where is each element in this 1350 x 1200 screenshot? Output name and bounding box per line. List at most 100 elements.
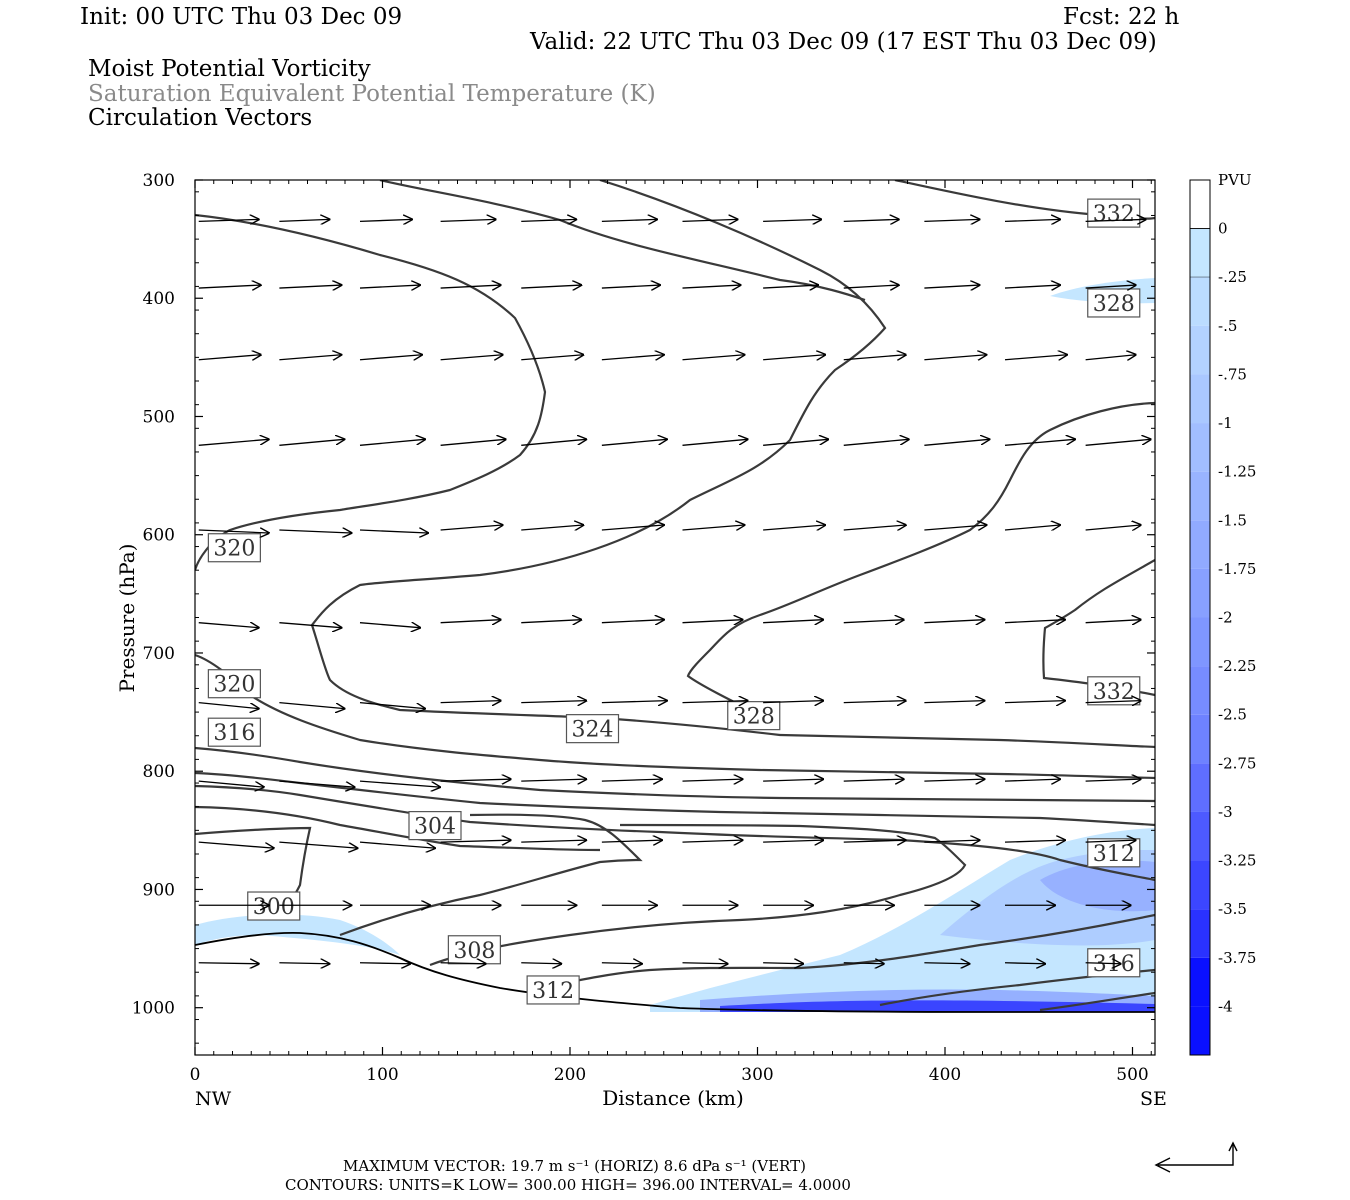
vector-arrow	[521, 840, 586, 842]
vector-arrow	[1004, 355, 1067, 360]
contour-328-upper	[310, 180, 1155, 749]
colorbar-label: -3.25	[1218, 852, 1256, 870]
colorbar-label: -.75	[1218, 365, 1247, 383]
vector-arrow	[198, 623, 259, 628]
vector-arrow	[1004, 439, 1075, 446]
vector-arrow	[601, 779, 662, 781]
vector-arrow	[359, 841, 435, 848]
vector-arrow	[1085, 525, 1141, 530]
colorbar-label: -1.5	[1218, 511, 1247, 529]
vector-arrow	[601, 525, 664, 530]
colorbar-label: -2	[1218, 609, 1233, 627]
colorbar-title: PVU	[1218, 171, 1252, 189]
x-tick-label: 100	[366, 1065, 398, 1085]
contour-316	[195, 746, 1155, 803]
x-tick-label: 400	[929, 1065, 961, 1085]
vector-arrow	[1085, 620, 1141, 623]
vector-arrow	[682, 525, 745, 530]
vector-arrow	[601, 285, 660, 288]
colorbar-label: -1.75	[1218, 560, 1256, 578]
x-axis-title: Distance (km)	[602, 1086, 744, 1110]
vector-arrow	[279, 219, 329, 221]
y-axis: 300 400 500 600 700 800 900 1000	[132, 171, 1155, 1044]
vector-arrow	[682, 219, 738, 221]
x-tick-label: 0	[190, 1065, 201, 1085]
contour-304	[195, 805, 601, 852]
colorbar-label: -.25	[1218, 268, 1247, 286]
contour-label: 312	[526, 975, 580, 1005]
vector-arrow	[682, 701, 748, 703]
vector-arrow	[359, 439, 425, 446]
vector-arrow	[924, 285, 979, 288]
vector-arrow	[1004, 285, 1060, 288]
vector-arrow	[521, 355, 583, 360]
vector-arrow	[521, 963, 561, 964]
vector-arrow	[763, 840, 823, 842]
colorbar-block	[1190, 568, 1210, 618]
colorbar-block	[1190, 520, 1210, 569]
colorbar-block	[1190, 471, 1210, 521]
colorbar-label: -4	[1218, 997, 1233, 1015]
vector-arrow	[359, 219, 412, 221]
field-title-vectors: Circulation Vectors	[88, 105, 313, 131]
vector-arrow	[763, 963, 803, 964]
colorbar-block	[1190, 763, 1210, 812]
vector-arrow	[440, 525, 503, 530]
colorbar-block	[1189, 179, 1211, 230]
vector-arrow	[279, 963, 329, 964]
y-axis-title: Pressure (hPa)	[115, 544, 139, 693]
contour-label: 300	[247, 891, 301, 921]
contour-label: 320	[207, 533, 261, 563]
contour-332-lower	[1042, 559, 1155, 697]
valid-time: Valid: 22 UTC Thu 03 Dec 09 (17 EST Thu …	[530, 29, 1157, 55]
vector-arrow	[359, 355, 422, 360]
vector-arrow	[359, 780, 440, 787]
vector-arrow	[843, 620, 904, 623]
vector-arrow	[198, 285, 261, 288]
contour-316-low	[529, 913, 1155, 992]
vector-arrow	[924, 355, 986, 360]
contour-label: 324	[565, 714, 620, 744]
vector-arrow	[440, 840, 511, 842]
colorbar-block	[1190, 957, 1210, 1007]
colorbar-label: -3.5	[1218, 900, 1247, 918]
vector-arrow	[843, 779, 904, 781]
vector-arrow	[279, 623, 341, 628]
y-tick-label: 300	[143, 171, 175, 191]
vector-arrow	[279, 285, 341, 288]
vector-arrow	[440, 620, 501, 623]
vector-arrow	[924, 525, 986, 530]
contour-308-mid	[195, 784, 1155, 882]
contour-label-text: 312	[532, 979, 574, 1004]
reference-vector	[1154, 1141, 1238, 1173]
colorbar-label: -2.25	[1218, 657, 1256, 675]
vector-arrow	[1004, 219, 1060, 221]
colorbar-block	[1190, 909, 1210, 958]
vector-arrow	[763, 620, 823, 623]
vector-arrow	[924, 840, 979, 842]
vector-arrow	[682, 439, 748, 446]
vector-arrow	[1004, 779, 1060, 781]
contour-308-loop	[339, 813, 643, 937]
vector-arrow	[682, 840, 743, 842]
vector-arrow	[359, 623, 420, 628]
contour-label-text: 312	[1093, 842, 1135, 867]
colorbar-label: 0	[1218, 220, 1228, 238]
x-right-end-label: SE	[1140, 1088, 1167, 1110]
x-axis: 0 100 200 300 400 500	[190, 180, 1152, 1085]
forecast-hour: Fcst: 22 h	[1063, 4, 1180, 30]
vector-arrow	[440, 285, 501, 288]
mpv-shading	[195, 278, 1155, 1012]
vector-arrow	[1004, 840, 1065, 842]
vector-arrow	[924, 963, 969, 964]
y-tick-label: 900	[143, 880, 175, 900]
colorbar-block	[1190, 1006, 1210, 1055]
vector-arrow	[1004, 525, 1060, 530]
vector-arrow	[843, 963, 884, 964]
colorbar-label: -2.75	[1218, 754, 1256, 772]
contour-label: 316	[207, 717, 261, 747]
y-tick-label: 800	[143, 762, 175, 782]
colorbar-block	[1190, 423, 1210, 472]
vector-arrow	[198, 439, 269, 446]
